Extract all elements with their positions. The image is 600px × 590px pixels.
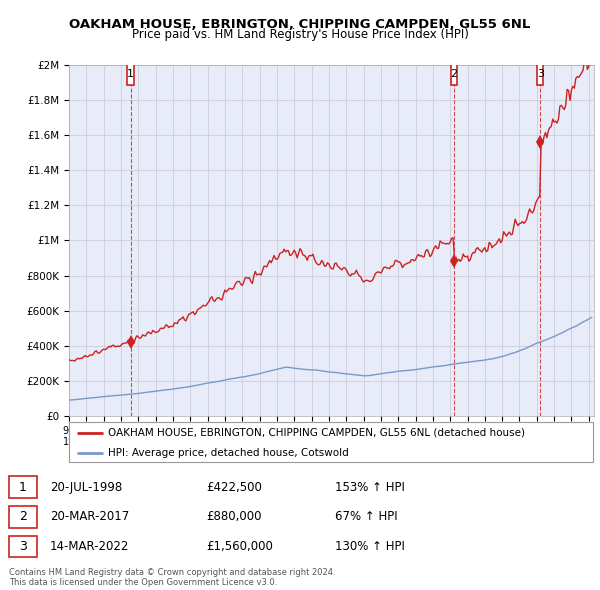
Text: 153% ↑ HPI: 153% ↑ HPI: [335, 481, 405, 494]
Text: 67% ↑ HPI: 67% ↑ HPI: [335, 510, 398, 523]
Text: 2: 2: [19, 510, 27, 523]
Text: 130% ↑ HPI: 130% ↑ HPI: [335, 540, 405, 553]
Text: OAKHAM HOUSE, EBRINGTON, CHIPPING CAMPDEN, GL55 6NL: OAKHAM HOUSE, EBRINGTON, CHIPPING CAMPDE…: [70, 18, 530, 31]
Text: 2: 2: [451, 68, 458, 78]
Text: £1,560,000: £1,560,000: [206, 540, 273, 553]
Text: 20-JUL-1998: 20-JUL-1998: [50, 481, 122, 494]
Text: 20-MAR-2017: 20-MAR-2017: [50, 510, 130, 523]
FancyBboxPatch shape: [69, 421, 593, 463]
Text: £422,500: £422,500: [206, 481, 262, 494]
Text: 1: 1: [19, 481, 27, 494]
Text: Price paid vs. HM Land Registry's House Price Index (HPI): Price paid vs. HM Land Registry's House …: [131, 28, 469, 41]
FancyBboxPatch shape: [451, 63, 457, 85]
FancyBboxPatch shape: [127, 63, 134, 85]
Text: Contains HM Land Registry data © Crown copyright and database right 2024.
This d: Contains HM Land Registry data © Crown c…: [9, 568, 335, 587]
Text: 3: 3: [19, 540, 27, 553]
FancyBboxPatch shape: [537, 63, 544, 85]
Text: OAKHAM HOUSE, EBRINGTON, CHIPPING CAMPDEN, GL55 6NL (detached house): OAKHAM HOUSE, EBRINGTON, CHIPPING CAMPDE…: [109, 428, 526, 438]
Text: £880,000: £880,000: [206, 510, 262, 523]
Text: 3: 3: [537, 68, 544, 78]
FancyBboxPatch shape: [9, 506, 37, 527]
Text: 1: 1: [127, 68, 134, 78]
Text: HPI: Average price, detached house, Cotswold: HPI: Average price, detached house, Cots…: [109, 448, 349, 457]
FancyBboxPatch shape: [9, 476, 37, 498]
FancyBboxPatch shape: [9, 536, 37, 558]
Text: 14-MAR-2022: 14-MAR-2022: [50, 540, 130, 553]
